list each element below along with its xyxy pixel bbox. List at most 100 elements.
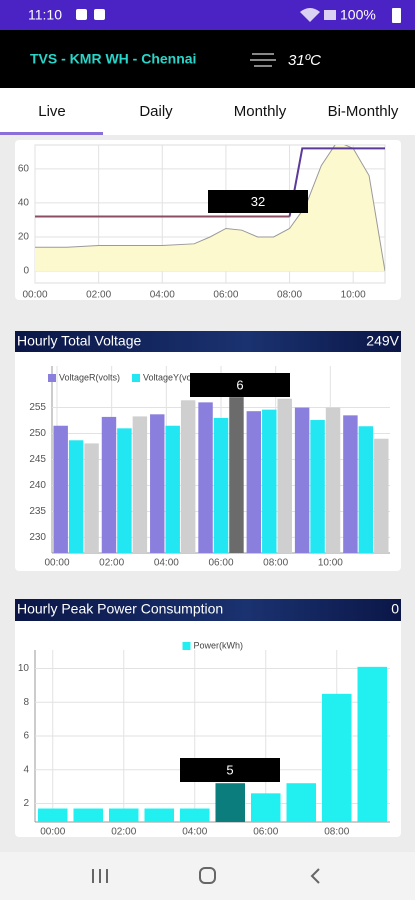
bar	[68, 440, 84, 553]
x-tick-label: 02:00	[99, 558, 124, 569]
bar	[277, 398, 292, 553]
bar	[343, 415, 358, 553]
wifi-icon	[300, 8, 320, 22]
x-tick-label: 06:00	[208, 558, 233, 569]
bar	[213, 417, 229, 553]
legend-swatch	[182, 642, 191, 650]
header	[0, 30, 415, 88]
chart-title: Hourly Peak Power Consumption	[17, 601, 223, 617]
bar	[310, 420, 325, 553]
bar	[321, 693, 352, 822]
y-tick-label: 20	[18, 232, 30, 243]
recents-button[interactable]	[92, 869, 108, 883]
y-tick-label: 10	[18, 663, 30, 674]
bar	[37, 808, 68, 822]
tab[interactable]: Live	[38, 103, 66, 120]
home-button[interactable]	[199, 867, 216, 884]
legend-swatch	[132, 374, 140, 382]
bar	[117, 428, 132, 553]
x-tick-label: 02:00	[86, 290, 111, 301]
bar	[358, 426, 374, 553]
x-tick-label: 06:00	[213, 290, 238, 301]
battery-icon	[392, 8, 401, 23]
bar	[108, 808, 139, 822]
x-tick-label: 04:00	[150, 290, 175, 301]
tab-indicator	[0, 132, 103, 135]
tab[interactable]: Daily	[139, 103, 173, 120]
y-tick-label: 240	[29, 480, 46, 491]
bar	[179, 808, 210, 822]
bar	[101, 416, 117, 553]
y-tick-label: 60	[18, 163, 30, 174]
tooltip-text: 6	[236, 377, 243, 392]
x-tick-label: 06:00	[253, 827, 278, 838]
back-button[interactable]	[310, 868, 320, 884]
bar	[246, 411, 262, 553]
time: 11:10	[28, 7, 62, 23]
x-tick-label: 08:00	[324, 827, 349, 838]
bar	[215, 783, 246, 822]
tooltip-text: 5	[226, 762, 233, 777]
y-tick-label: 0	[23, 266, 29, 277]
bar	[132, 416, 148, 553]
y-tick-label: 4	[23, 764, 29, 775]
y-tick-label: 255	[29, 402, 46, 413]
bar	[294, 407, 310, 553]
bar	[84, 443, 99, 553]
tooltip-text: 32	[251, 194, 265, 209]
bar	[73, 808, 104, 822]
temperature: 31ºC	[288, 52, 321, 69]
x-tick-label: 10:00	[341, 290, 366, 301]
y-tick-label: 8	[23, 697, 29, 708]
x-tick-label: 04:00	[182, 827, 207, 838]
bar	[357, 666, 388, 822]
x-tick-label: 08:00	[277, 290, 302, 301]
tooltip	[208, 190, 308, 213]
x-tick-label: 04:00	[154, 558, 179, 569]
legend-label: VoltageY(volts)	[143, 372, 204, 382]
signal-icon	[324, 10, 336, 20]
y-tick-label: 230	[29, 532, 46, 543]
tab[interactable]: Monthly	[234, 103, 287, 120]
chart-summary: 0	[391, 601, 399, 617]
bar	[165, 425, 180, 553]
bar	[198, 402, 213, 553]
area	[35, 145, 385, 272]
legend-swatch	[48, 374, 56, 382]
bar	[325, 407, 341, 553]
y-tick-label: 6	[23, 731, 29, 742]
bar	[262, 409, 277, 553]
battery-text: 100%	[340, 7, 376, 23]
tab[interactable]: Bi-Monthly	[328, 103, 399, 120]
card	[15, 599, 401, 837]
status-bar	[0, 0, 415, 30]
bar	[229, 397, 244, 553]
x-tick-label: 02:00	[111, 827, 136, 838]
bar	[150, 414, 165, 553]
y-tick-label: 40	[18, 198, 30, 209]
notification-icon	[76, 9, 87, 20]
y-tick-label: 235	[29, 506, 46, 517]
bar	[374, 438, 389, 553]
y-tick-label: 245	[29, 454, 46, 465]
tooltip	[180, 758, 280, 782]
title-bar	[15, 599, 401, 621]
x-tick-label: 10:00	[318, 558, 343, 569]
bar	[144, 808, 175, 822]
y-tick-label: 2	[23, 798, 29, 809]
chart-summary: 249V	[366, 333, 399, 349]
title-bar	[15, 331, 401, 352]
line	[35, 145, 385, 272]
y-tick-label: 250	[29, 428, 46, 439]
x-tick-label: 00:00	[44, 558, 69, 569]
bar	[53, 425, 68, 553]
site-title: TVS - KMR WH - Chennai	[30, 51, 196, 67]
notification-icon	[94, 9, 105, 20]
nav-bar	[0, 852, 415, 900]
weather-icon	[250, 53, 276, 67]
x-tick-label: 00:00	[40, 827, 65, 838]
x-tick-label: 00:00	[22, 290, 47, 301]
bar	[286, 783, 317, 822]
tab-bar	[0, 88, 415, 135]
